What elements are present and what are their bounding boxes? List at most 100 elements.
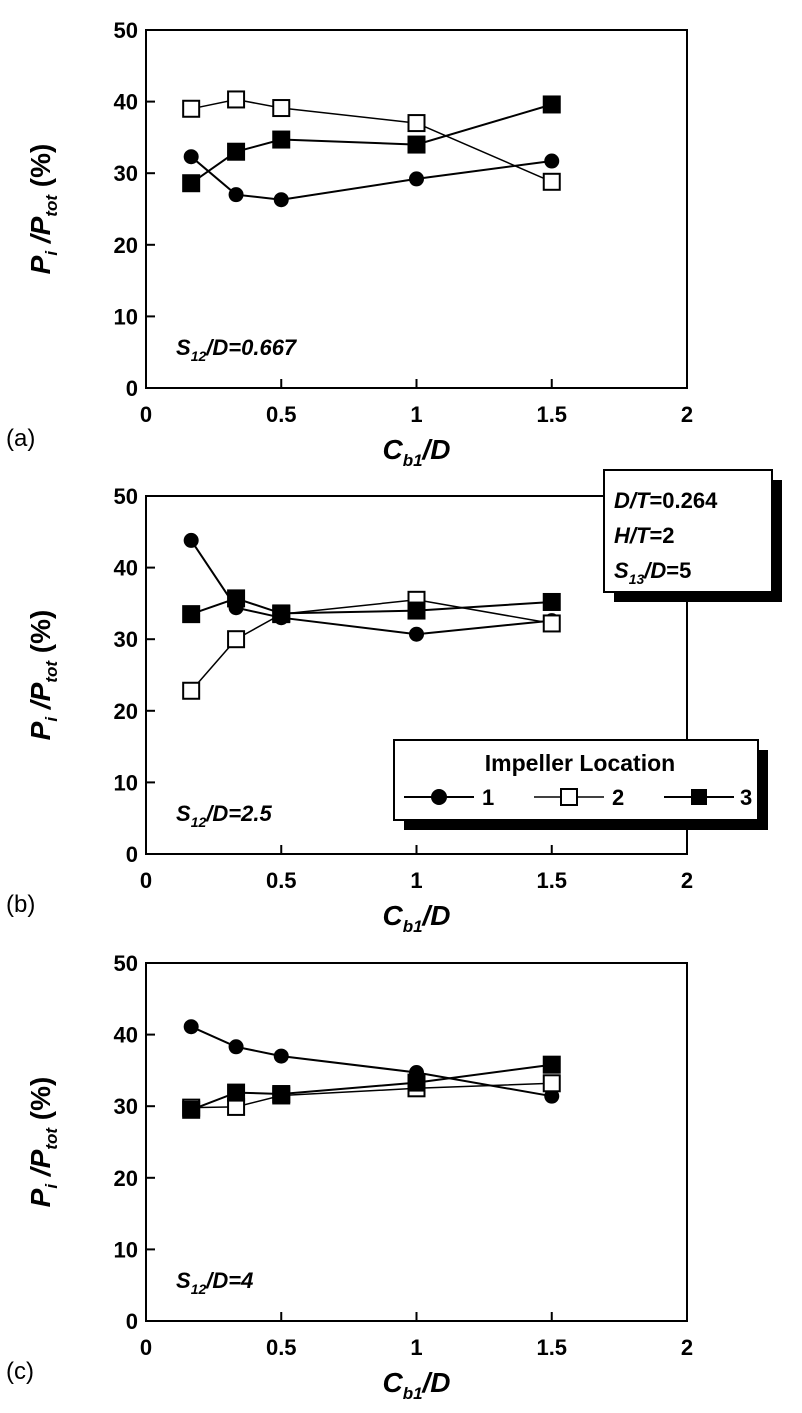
y-tick-label: 50 (114, 484, 138, 509)
y-tick-label: 0 (126, 842, 138, 867)
legend-item-1: 1 (404, 785, 494, 810)
data-point-series-3 (182, 605, 201, 624)
data-point-series-3 (272, 604, 291, 623)
spacing-annotation: S12/D=2.5 (176, 801, 272, 830)
data-point-series-3 (272, 1085, 291, 1104)
data-point-series-1 (273, 1048, 289, 1064)
data-point-series-1 (409, 626, 424, 642)
data-point-series-3 (227, 142, 246, 161)
data-point-series-3 (407, 135, 426, 154)
data-point-series-3 (542, 592, 561, 611)
series-line-2 (190, 599, 552, 692)
x-tick-label: 0 (140, 1335, 152, 1360)
y-axis-title: Pi /Ptot (%) (25, 1077, 61, 1208)
data-point-series-1 (544, 153, 560, 169)
x-tick-label: 0.5 (266, 1335, 297, 1360)
y-tick-label: 50 (114, 951, 138, 976)
x-tick-label: 0.5 (266, 868, 297, 893)
y-tick-label: 10 (114, 304, 138, 329)
x-tick-label: 0.5 (266, 402, 297, 427)
legend-label-1: 1 (482, 785, 494, 810)
data-point-series-3 (272, 130, 291, 149)
data-point-series-3 (407, 1073, 426, 1092)
data-point-series-3 (407, 601, 426, 620)
conditions-line-1: D/T=0.264 (614, 488, 718, 513)
x-axis-title: Cb1/D (382, 434, 450, 470)
y-tick-label: 30 (114, 1094, 138, 1119)
y-tick-label: 0 (126, 376, 138, 401)
legend-label-2: 2 (612, 785, 624, 810)
series-line-3 (190, 103, 553, 185)
data-point-series-3 (227, 589, 246, 608)
series-line-3 (190, 597, 552, 616)
y-axis-title: Pi /Ptot (%) (25, 610, 61, 741)
conditions-box: D/T=0.264 H/T=2 S13/D=5 (603, 469, 782, 602)
spacing-annotation: S12/D=0.667 (176, 335, 298, 364)
data-point-series-1 (228, 1039, 244, 1055)
data-point-series-3 (182, 174, 201, 193)
y-tick-label: 30 (114, 161, 138, 186)
data-point-series-2 (272, 99, 291, 118)
data-point-series-2 (182, 681, 201, 700)
legend-title: Impeller Location (485, 750, 675, 776)
y-tick-label: 40 (114, 90, 138, 115)
legend-item-2: 2 (534, 785, 624, 810)
y-axis-title: Pi /Ptot (%) (25, 144, 61, 275)
data-point-series-2 (407, 114, 426, 133)
data-point-series-1 (228, 187, 244, 203)
data-point-series-3 (227, 1083, 246, 1102)
panel-label: (b) (6, 891, 35, 918)
y-tick-label: 40 (114, 1023, 138, 1048)
spacing-annotation: S12/D=4 (176, 1268, 253, 1297)
legend-marker-circle-filled (431, 789, 447, 805)
data-point-series-2 (182, 99, 201, 118)
legend: Impeller Location 1 2 3 (393, 739, 768, 830)
legend-marker-square-open (560, 788, 578, 806)
conditions-line-2: H/T=2 (614, 523, 675, 548)
x-tick-label: 0 (140, 402, 152, 427)
y-tick-label: 20 (114, 233, 138, 258)
y-tick-label: 20 (114, 699, 138, 724)
panel-label: (a) (6, 425, 35, 452)
data-point-series-2 (227, 90, 246, 109)
x-tick-label: 0 (140, 868, 152, 893)
chart-panel-3: 0 10 20 30 40 50 0 0.5 1 1.5 2 Cb1/D Pi /Ptot (%) (c)… (6, 951, 693, 1403)
legend-label-3: 3 (740, 785, 752, 810)
data-point-series-1 (183, 532, 199, 548)
data-point-series-1 (544, 1088, 560, 1104)
y-tick-label: 10 (114, 1237, 138, 1262)
data-point-series-2 (542, 1074, 561, 1093)
legend-marker-square-filled (691, 789, 707, 805)
x-tick-label: 2 (681, 868, 693, 893)
x-axis-title: Cb1/D (382, 900, 450, 936)
data-point-series-3 (542, 1055, 561, 1074)
x-tick-label: 1 (410, 1335, 422, 1360)
x-tick-label: 1.5 (536, 1335, 567, 1360)
data-point-series-1 (273, 192, 289, 208)
y-tick-label: 0 (126, 1309, 138, 1334)
series-line-2 (191, 98, 553, 183)
data-point-series-1 (409, 171, 424, 187)
data-point-series-2 (542, 614, 561, 633)
x-tick-label: 1.5 (536, 868, 567, 893)
x-tick-label: 2 (681, 1335, 693, 1360)
chart-panel-1: 0 10 20 30 40 50 0 0.5 1 1.5 2 Cb1/D Pi /Ptot (%) (a)… (6, 18, 693, 470)
data-point-series-1 (183, 1019, 199, 1035)
x-tick-label: 1.5 (536, 402, 567, 427)
y-tick-label: 10 (114, 770, 138, 795)
y-tick-label: 30 (114, 627, 138, 652)
data-point-series-2 (542, 172, 561, 191)
panel-label: (c) (6, 1358, 34, 1385)
chart-panel-2: 0 10 20 30 40 50 0 0.5 1 1.5 2 Cb1/D Pi /Ptot (%) (b)… (6, 484, 693, 936)
x-tick-label: 1 (410, 868, 422, 893)
x-tick-label: 2 (681, 402, 693, 427)
legend-item-3: 3 (664, 785, 752, 810)
data-point-series-3 (182, 1100, 201, 1119)
series-line-1 (190, 539, 552, 636)
data-point-series-3 (542, 95, 561, 114)
data-point-series-1 (183, 149, 199, 165)
data-point-series-2 (227, 630, 246, 649)
series-line-1 (190, 155, 552, 201)
conditions-line-3: S13/D=5 (614, 558, 691, 587)
